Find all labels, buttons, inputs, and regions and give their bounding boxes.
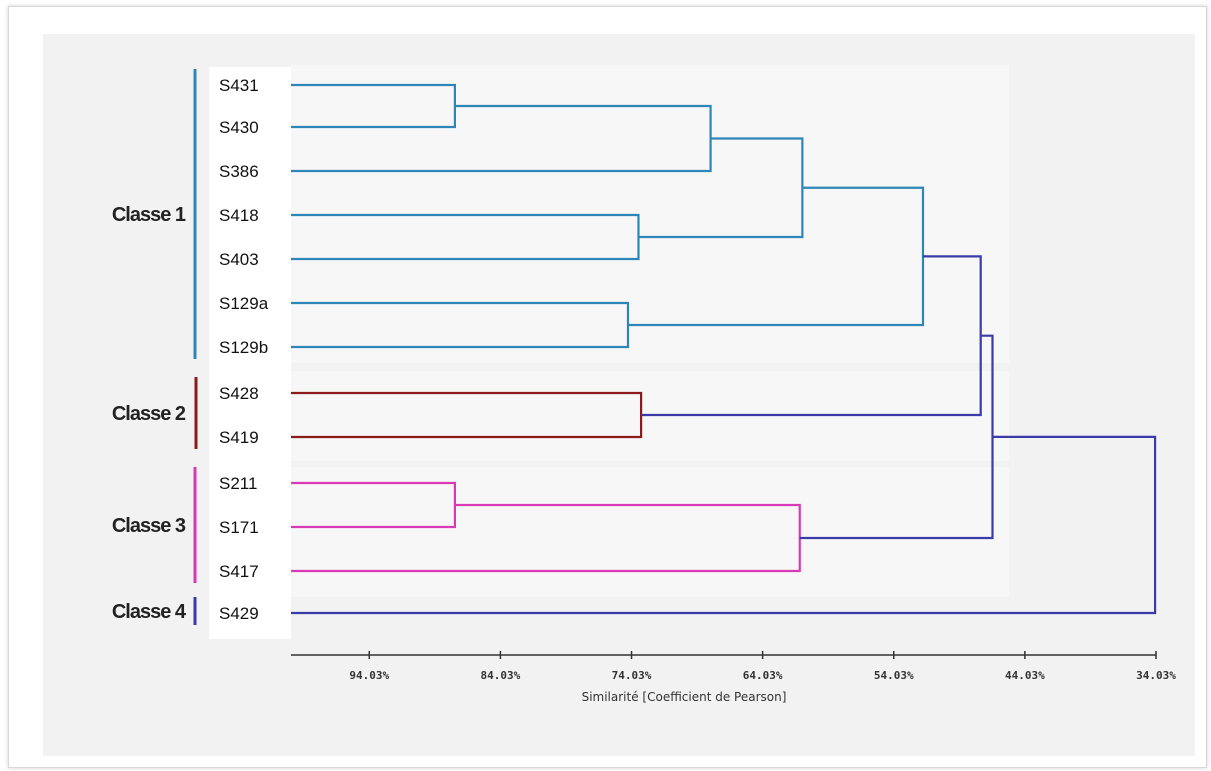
dendrogram-links — [291, 83, 1157, 615]
leaf-labels: S431 S430 S386 S418 S403 S129a S129b S428 S419 S2… — [219, 76, 269, 623]
leaf-label: S129a — [219, 294, 269, 313]
leaf-label-box — [209, 67, 291, 639]
x-tick-label: 54.03% — [874, 669, 914, 682]
x-axis: 94.03% 84.03% 74.03% 64.03% 54.03% 44.03% 34.0… — [291, 651, 1176, 704]
figure-frame: Classe 1 Classe 2 Classe 3 Classe 4 S431 S43… — [8, 6, 1207, 768]
leaf-label: S419 — [219, 428, 259, 447]
merge-link — [799, 334, 994, 540]
row-bands — [291, 65, 1009, 597]
leaf-label: S417 — [219, 562, 259, 581]
leaf-label: S418 — [219, 206, 259, 225]
x-axis-ticks: 94.03% 84.03% 74.03% 64.03% 54.03% 44.03% 34.0… — [349, 651, 1176, 682]
x-tick-label: 34.03% — [1136, 669, 1176, 682]
leaf-label: S403 — [219, 250, 259, 269]
class-label: Classe 1 — [112, 204, 186, 226]
x-tick-label: 74.03% — [612, 669, 652, 682]
merge-link — [291, 83, 456, 129]
x-tick-label: 64.03% — [743, 669, 783, 682]
x-tick-label: 84.03% — [481, 669, 521, 682]
merge-link — [627, 186, 925, 327]
leaf-label: S129b — [219, 338, 268, 357]
leaf-label: S211 — [219, 474, 257, 493]
class-label: Classe 3 — [112, 515, 186, 537]
merge-link — [291, 481, 456, 529]
leaf-label: S428 — [219, 384, 259, 403]
leaf-label: S429 — [219, 604, 259, 623]
leaf-label: S430 — [219, 118, 259, 137]
band-classe-3 — [291, 467, 1009, 597]
x-axis-label: Similarité [Coefficient de Pearson] — [582, 690, 787, 704]
class-bars — [193, 69, 198, 625]
merge-link — [641, 255, 982, 417]
leaf-label-boxes — [209, 67, 291, 639]
leaf-label: S386 — [219, 162, 259, 181]
class-label: Classe 2 — [112, 403, 186, 425]
leaf-label: S431 — [219, 76, 259, 95]
x-tick-label: 94.03% — [349, 669, 389, 682]
merge-link — [291, 435, 1157, 615]
merge-link — [291, 503, 801, 573]
class-label: Classe 4 — [112, 601, 187, 623]
leaf-label: S171 — [219, 518, 259, 537]
x-tick-label: 44.03% — [1005, 669, 1045, 682]
class-labels: Classe 1 Classe 2 Classe 3 Classe 4 — [112, 204, 188, 623]
